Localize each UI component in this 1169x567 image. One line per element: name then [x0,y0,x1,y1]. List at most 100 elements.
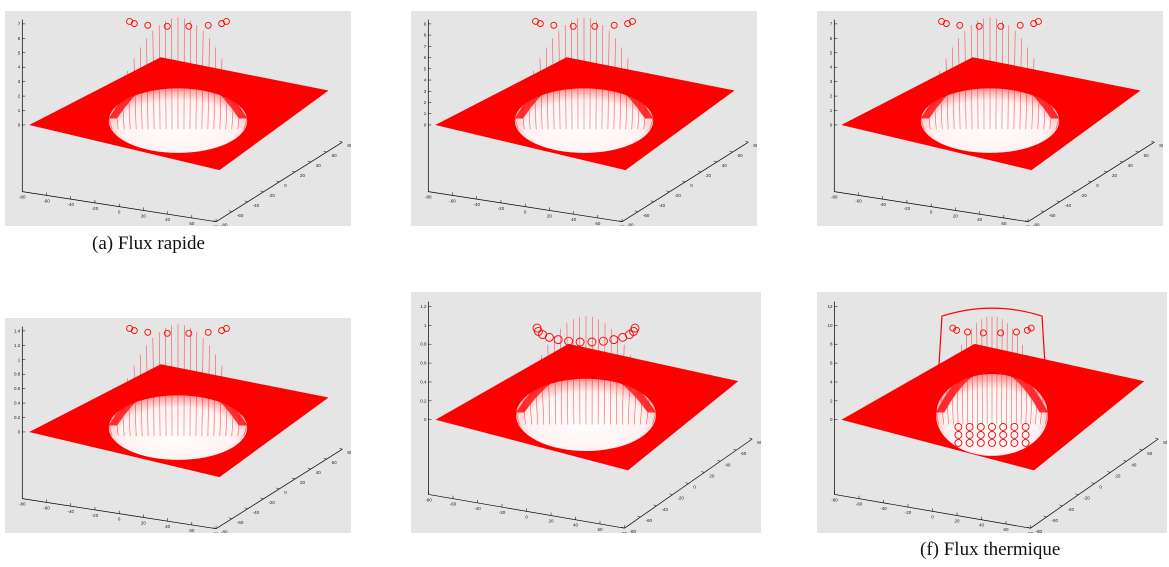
z-tick-label: 5 [424,66,427,71]
surface-plot-2: 0123456789-80-60-40-20020406080-80-60-40… [411,11,757,226]
y-tick-label: 60 [738,153,744,158]
surface-peak-mesh [515,316,657,425]
x-tick-label: 40 [977,217,983,222]
y-tick-mark [1043,515,1047,518]
x-tick-label: -40 [879,202,886,207]
z-tick-label: 10 [827,323,833,328]
z-tick-label: 0.4 [420,379,427,384]
x-tick-label: 20 [548,519,554,524]
z-tick-label: 6 [18,36,21,41]
mesh-line [935,412,940,425]
y-tick-label: -20 [268,500,275,505]
z-tick-label: 7 [830,21,833,26]
z-tick-label: 1 [424,111,427,116]
bowl-ring [954,423,963,431]
mesh-line [1011,328,1013,425]
mesh-line [597,319,599,425]
surface-peak-bumps [949,324,1035,337]
mesh-line [961,344,964,425]
bowl-ring [988,439,996,447]
x-tick-label: -20 [92,513,99,518]
z-tick-label: 7 [424,44,427,49]
mesh-bump [591,22,599,30]
mesh-bump [569,22,577,30]
y-axis-line [1027,141,1155,222]
mesh-line [609,328,612,425]
z-tick-label: 0.4 [14,401,21,406]
surface-chart-2: 0123456789-80-60-40-20020406080-80-60-40… [424,17,757,226]
z-tick-label: 9 [424,21,427,26]
bowl-ring [1010,431,1019,439]
y-tick-label: 60 [1147,451,1153,456]
mesh-line [560,328,563,425]
mesh-bump [1016,21,1024,29]
z-tick-label: 8 [830,342,833,347]
bowl-ring [988,423,996,431]
mesh-line [539,58,543,130]
mesh-line [981,319,983,425]
y-tick-mark [323,150,327,153]
mesh-line [564,24,567,130]
mesh-line [1019,38,1022,130]
y-tick-mark [701,471,705,473]
x-tick-label: 0 [930,210,933,215]
mesh-bump [550,21,558,29]
mesh-bump [979,329,987,337]
z-tick-label: 2 [830,94,833,99]
y-tick-mark [307,467,311,470]
y-tick-mark [1107,471,1111,473]
surface-svg-4: 0 0.2 0.4 0.6 0.8 1 1.2 1.4 -80 -60 -40 -20 0 20 40 60 8… [14,324,351,533]
y-tick-mark [1155,437,1159,440]
y-tick-label: -60 [1049,213,1056,218]
mesh-line [970,24,973,130]
y-tick-label: 80 [1163,440,1167,445]
mesh-line [951,367,954,425]
y-tick-mark [323,457,327,460]
z-tick-label: 2 [18,94,21,99]
mesh-line [603,323,606,425]
y-tick-label: -40 [253,510,260,515]
mesh-line [939,70,943,130]
mesh-line [933,85,937,130]
mesh-line [1030,367,1033,425]
mesh-line [619,47,622,130]
y-tick-label: -60 [237,520,244,525]
y-tick-mark [1139,448,1143,451]
z-tick-label: 0.2 [420,398,427,403]
z-tick-label: 6 [830,361,833,366]
mesh-bump [628,17,636,25]
y-tick-mark [1040,210,1044,212]
z-tick-label: 0 [830,417,833,422]
mesh-line [133,365,137,437]
mesh-line [237,407,242,437]
z-tick-label: 6 [424,55,427,60]
x-tick-label: 40 [979,523,985,528]
y-tick-label: -40 [661,507,668,512]
y-tick-label: 0 [1096,183,1099,188]
z-tick-label: 3 [18,79,21,84]
z-tick-label: 0.6 [14,386,21,391]
y-tick-mark [697,170,702,173]
y-tick-label: 20 [709,473,715,478]
mesh-line [527,85,531,130]
y-tick-label: 40 [1128,163,1134,168]
mesh-bump [553,335,563,345]
mesh-line [213,47,216,130]
bowl-ring [976,423,985,431]
y-tick-mark [733,448,737,451]
y-tick-label: -40 [659,203,666,208]
y-tick-mark [618,220,623,222]
z-tick-label: 0 [18,122,21,127]
y-tick-label: 60 [1144,153,1150,158]
z-tick-label: 1 [830,108,833,113]
y-tick-mark [276,180,280,183]
z-tick-label: 8 [424,33,427,38]
mesh-bump [598,336,608,346]
mesh-line [649,118,654,130]
bowl-ring [1021,439,1030,447]
surface-peak-mesh [108,324,248,437]
z-tick-label: 4 [830,379,833,384]
x-tick-label: -80 [425,497,432,502]
z-tick-label: 2 [424,100,427,105]
mesh-line [1013,30,1016,130]
